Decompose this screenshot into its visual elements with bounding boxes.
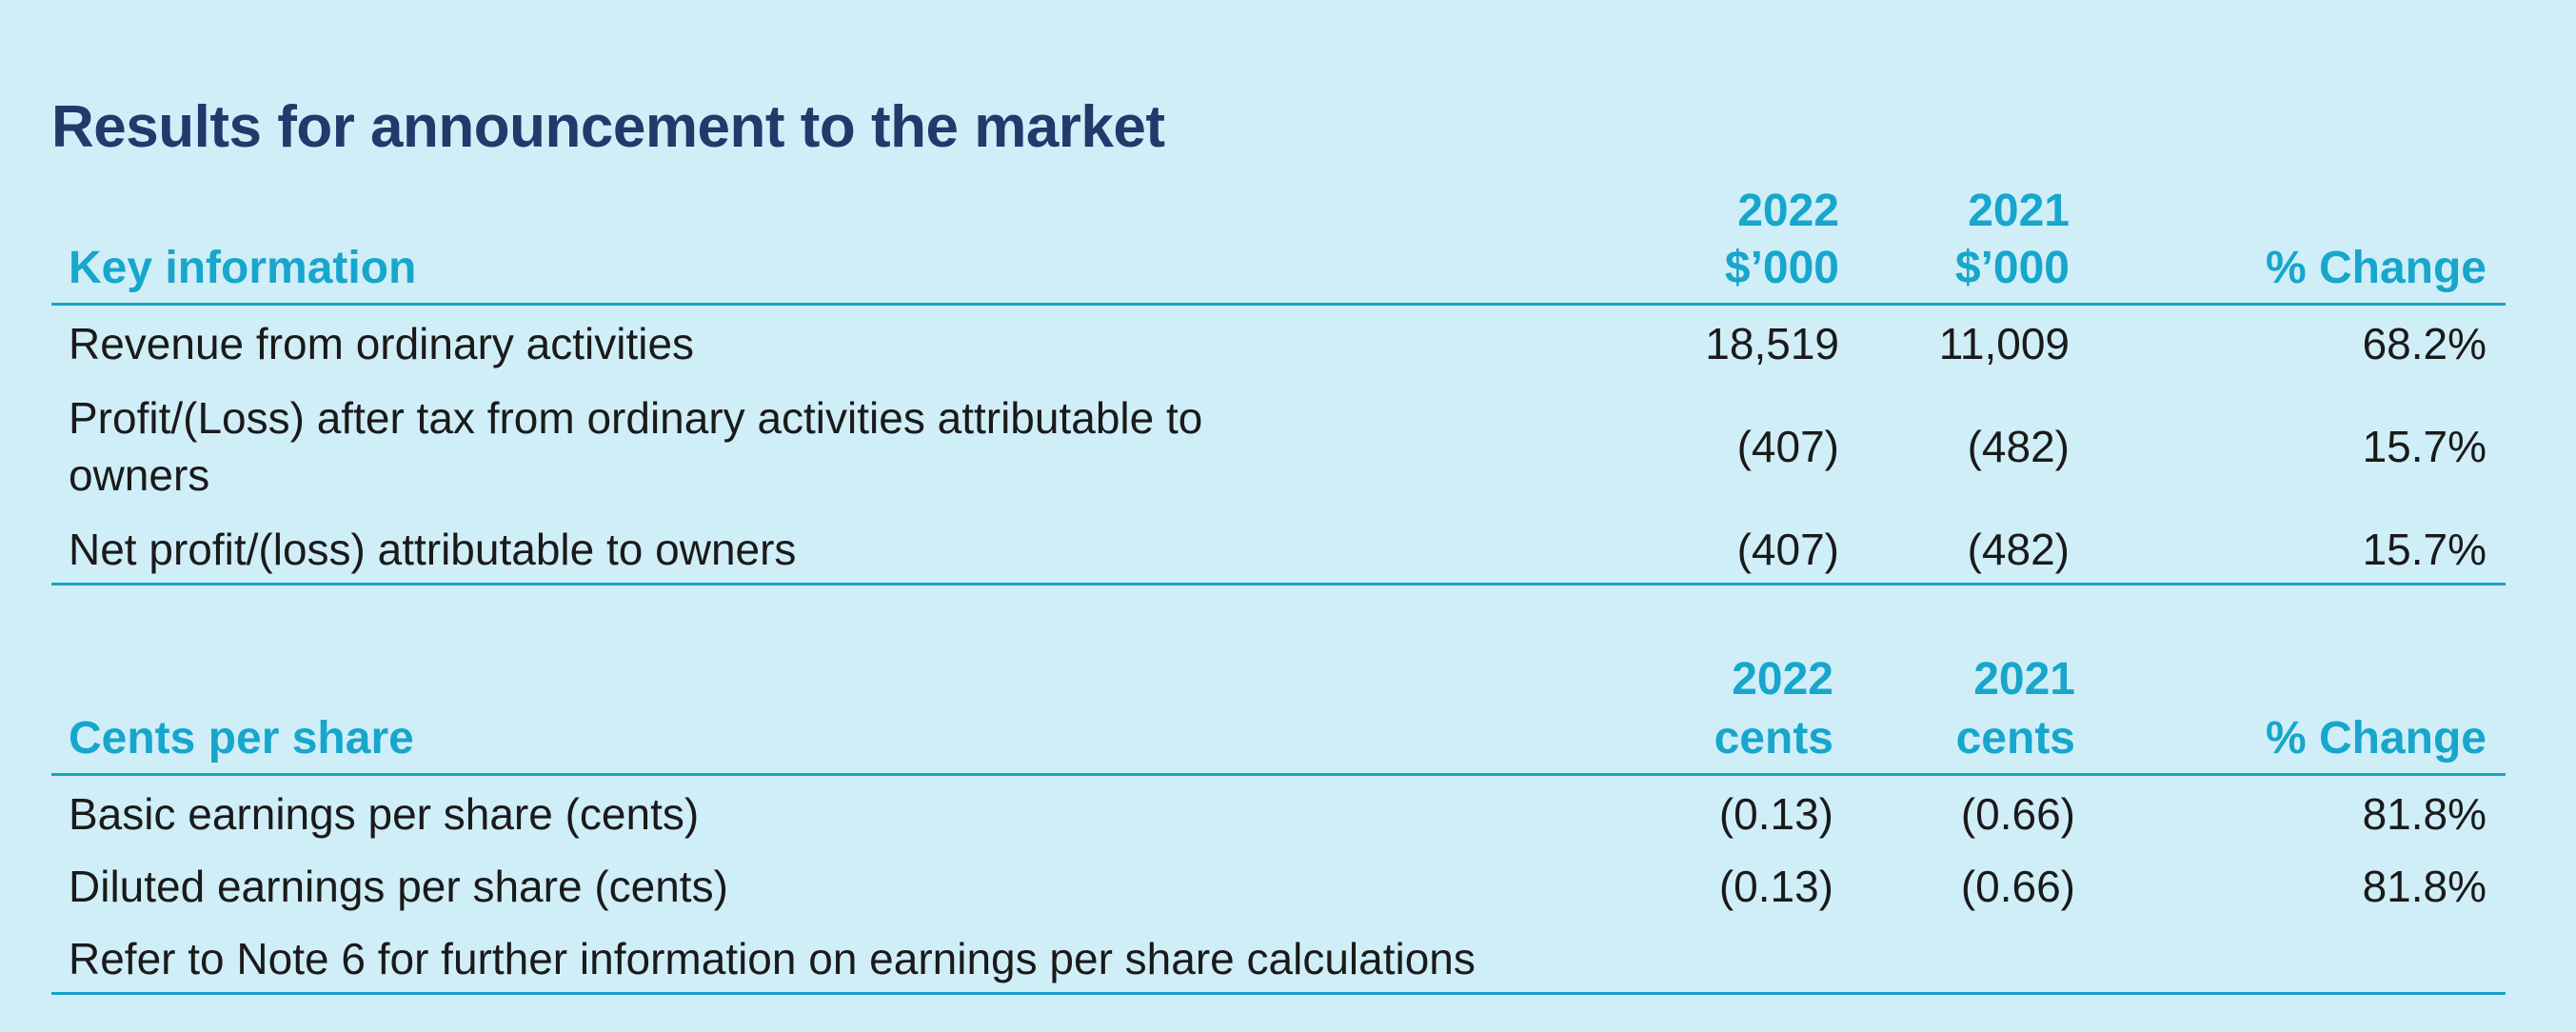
- value-2022: (0.13): [1718, 789, 1833, 839]
- value-2021: 11,009: [1938, 319, 2070, 368]
- value-change: 81.8%: [2362, 789, 2487, 839]
- value-2022: (0.13): [1718, 862, 1833, 911]
- row-label: Net profit/(loss) attributable to owners: [69, 525, 797, 574]
- key-information-heading: Key information: [69, 243, 417, 293]
- col-2021-unit: $’000: [1954, 243, 2070, 293]
- col-2021-unit: cents: [1955, 713, 2075, 764]
- col-change: % Change: [2265, 713, 2487, 764]
- row-label: Profit/(Loss) after tax from ordinary ac…: [69, 393, 1203, 443]
- row-label: Basic earnings per share (cents): [69, 789, 700, 839]
- col-2021-year: 2021: [1973, 654, 2075, 705]
- value-2021: (0.66): [1960, 789, 2075, 839]
- col-2022-year: 2022: [1737, 186, 1839, 236]
- table-bottom-divider: [51, 992, 2506, 995]
- col-change: % Change: [2265, 243, 2487, 293]
- header-divider: [51, 773, 2506, 776]
- table-bottom-divider: [51, 583, 2506, 585]
- table-note: Refer to Note 6 for further information …: [69, 934, 1476, 983]
- value-2021: (482): [1967, 422, 2070, 471]
- row-label: Revenue from ordinary activities: [69, 319, 695, 368]
- value-change: 68.2%: [2362, 319, 2487, 368]
- row-label: Diluted earnings per share (cents): [69, 862, 728, 911]
- header-divider: [51, 303, 2506, 306]
- col-2022-unit: $’000: [1724, 243, 1839, 293]
- cents-per-share-heading: Cents per share: [69, 713, 414, 764]
- value-2021: (482): [1967, 525, 2070, 574]
- col-2021-year: 2021: [1968, 186, 2070, 236]
- value-change: 15.7%: [2362, 525, 2487, 574]
- value-2022: (407): [1736, 525, 1839, 574]
- value-2022: 18,519: [1705, 319, 1839, 368]
- value-change: 81.8%: [2362, 862, 2487, 911]
- value-2021: (0.66): [1960, 862, 2075, 911]
- col-2022-unit: cents: [1714, 713, 1833, 764]
- value-2022: (407): [1736, 422, 1839, 471]
- value-change: 15.7%: [2362, 422, 2487, 471]
- col-2022-year: 2022: [1732, 654, 1833, 705]
- page-title: Results for announcement to the market: [51, 94, 1165, 160]
- row-label-continued: owners: [69, 450, 210, 500]
